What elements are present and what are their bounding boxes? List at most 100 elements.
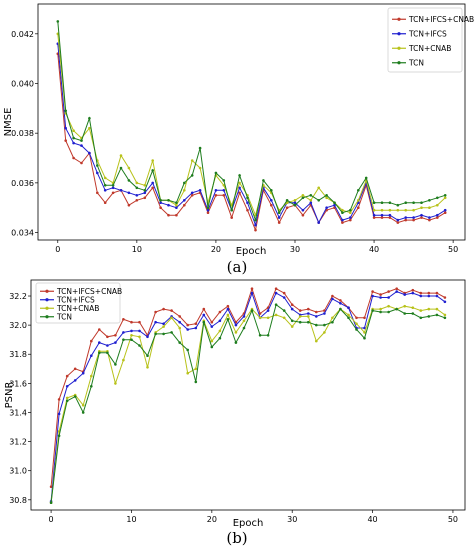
data-point: [363, 336, 366, 340]
data-point: [339, 302, 342, 305]
data-point: [277, 216, 281, 219]
data-point: [371, 294, 374, 298]
data-point: [411, 306, 415, 310]
data-point: [154, 310, 157, 314]
data-point: [162, 322, 165, 326]
data-point: [379, 307, 382, 311]
data-point: [194, 367, 198, 371]
data-point: [325, 194, 328, 197]
data-point: [103, 189, 107, 192]
data-point: [298, 315, 302, 318]
data-point: [56, 20, 60, 23]
chart-b-ylabel: PSNR: [4, 382, 15, 409]
series-tcn: [49, 303, 447, 505]
data-point: [143, 196, 147, 200]
data-point: [114, 334, 117, 337]
data-point: [355, 322, 358, 326]
data-point: [355, 316, 358, 320]
x-tick-label: 0: [55, 245, 60, 254]
data-point: [88, 117, 91, 120]
data-point: [64, 139, 67, 142]
data-point: [175, 213, 178, 217]
data-point: [411, 312, 415, 315]
series-line: [50, 303, 446, 503]
series-tcn: [56, 20, 447, 222]
data-point: [341, 218, 344, 222]
data-point: [419, 291, 423, 295]
data-point: [90, 385, 93, 388]
data-point: [339, 299, 342, 302]
chart-a-frame: [37, 3, 466, 241]
data-point: [238, 191, 241, 195]
data-point: [135, 194, 139, 197]
data-point: [170, 331, 173, 334]
data-point: [396, 208, 400, 212]
data-point: [331, 297, 334, 301]
data-point: [443, 313, 447, 317]
data-point: [341, 221, 344, 224]
data-point: [270, 203, 273, 207]
legend-box: [387, 7, 463, 73]
data-point: [309, 199, 313, 202]
data-point: [178, 341, 181, 344]
data-point: [419, 294, 423, 298]
data-point: [218, 319, 222, 323]
data-point: [111, 186, 115, 190]
data-point: [242, 326, 246, 330]
data-point: [103, 201, 107, 204]
data-point: [333, 201, 336, 204]
data-point: [103, 184, 107, 187]
legend-label: TCN+IFCS: [408, 29, 447, 38]
legend-label: TCN: [56, 312, 72, 321]
data-point: [298, 309, 302, 312]
data-point: [111, 184, 115, 187]
data-point: [443, 208, 447, 212]
data-point: [114, 382, 117, 385]
y-tick-label: 0.042: [11, 30, 34, 39]
data-point: [380, 201, 384, 204]
y-tick-label: 31.4: [9, 408, 27, 417]
data-point: [317, 221, 321, 224]
series-line: [57, 21, 446, 222]
data-point: [428, 216, 431, 219]
data-point: [274, 313, 278, 317]
data-point: [282, 309, 286, 312]
data-point: [309, 201, 313, 204]
data-point: [349, 211, 352, 214]
data-point: [315, 310, 318, 314]
data-point: [214, 189, 218, 192]
data-point: [151, 169, 154, 172]
data-point: [162, 332, 165, 336]
data-point: [396, 203, 400, 207]
data-point: [242, 315, 246, 318]
data-point: [81, 371, 85, 375]
data-point: [277, 221, 281, 224]
data-point: [387, 296, 390, 299]
data-point: [88, 151, 91, 155]
data-point: [106, 351, 109, 355]
data-point: [167, 203, 170, 207]
data-point: [127, 166, 131, 170]
data-point: [127, 179, 131, 182]
data-point: [146, 354, 149, 358]
series-tcn-cnab: [49, 304, 447, 505]
data-point: [111, 191, 115, 195]
data-point: [138, 329, 141, 333]
data-point: [57, 398, 61, 401]
data-point: [254, 218, 257, 222]
data-point: [317, 186, 321, 190]
data-point: [135, 199, 139, 202]
data-point: [443, 300, 447, 304]
data-point: [226, 318, 230, 321]
data-point: [387, 310, 390, 314]
data-point: [175, 201, 178, 204]
data-point: [403, 312, 407, 315]
data-point: [238, 186, 241, 190]
data-point: [222, 189, 226, 192]
data-point: [234, 331, 238, 334]
x-tick-label: 10: [126, 515, 136, 524]
data-point: [403, 293, 407, 296]
y-tick-label: 0.040: [11, 79, 34, 88]
data-point: [325, 196, 328, 200]
